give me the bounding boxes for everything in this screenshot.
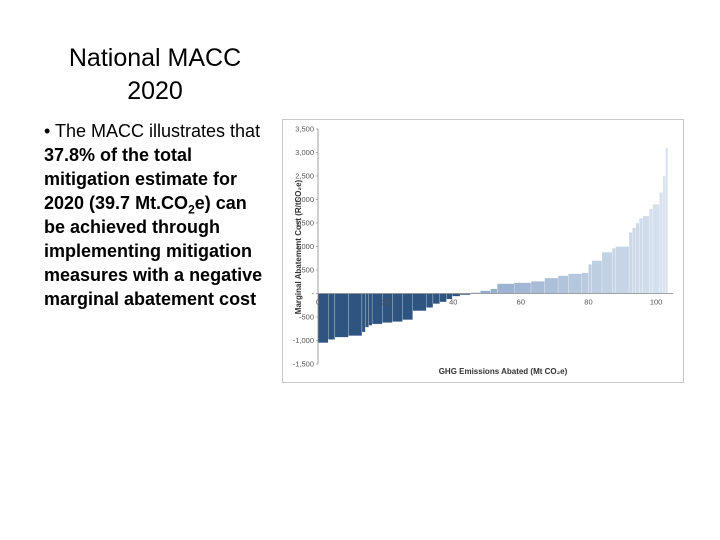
macc-bar-4	[361, 293, 366, 333]
macc-bar-37	[642, 215, 650, 294]
y-axis-ticks: 3,500 3,000 2,500 2,000 1,500 1,000 500 - -500 -1…	[293, 125, 318, 369]
macc-bar-29	[591, 260, 603, 294]
macc-chart-frame: 3,500 3,000 2,500 2,000 1,500 1,000 500 - -500 -1…	[282, 119, 684, 383]
macc-bar-13	[432, 293, 440, 304]
macc-bar-11	[412, 293, 427, 312]
macc-bar-27	[581, 272, 589, 294]
y-tick-label: 1,000	[295, 242, 314, 251]
y-tick-label: -500	[299, 313, 314, 322]
macc-bar-32	[615, 246, 630, 294]
macc-bar-30	[601, 252, 613, 294]
bullet-highlight-main: 37.8% of the total mitigation estimate f…	[44, 145, 238, 213]
slide-title: National MACC 2020	[40, 42, 270, 108]
macc-bar-39	[652, 204, 660, 294]
y-tick-label: 2,500	[295, 172, 314, 181]
x-tick-label: 20	[381, 298, 389, 307]
bullet-marker: •	[44, 121, 51, 141]
macc-bar-28	[588, 264, 592, 294]
slide-title-line2: 2020	[127, 77, 183, 105]
macc-bar-42	[665, 147, 669, 294]
y-tick-label: 3,500	[295, 125, 314, 134]
macc-bar-23	[530, 281, 545, 294]
macc-bar-3	[348, 293, 363, 336]
y-tick-label: 2,000	[295, 195, 314, 204]
macc-bar-38	[649, 208, 653, 294]
bullet-subscript: 2	[188, 202, 195, 217]
macc-bar-1	[328, 293, 336, 340]
macc-bar-16	[452, 293, 461, 297]
macc-bar-34	[632, 227, 636, 294]
x-axis-title: GHG Emissions Abated (Mt CO₂e)	[439, 367, 568, 376]
macc-bar-20	[490, 288, 498, 294]
macc-bar-26	[568, 273, 582, 294]
y-tick-label: -	[312, 289, 315, 298]
chart-bars	[317, 147, 669, 343]
x-axis-ticks: 0 20 40 60 80 100	[316, 298, 662, 307]
slide-title-line1: National MACC	[68, 44, 242, 72]
macc-bar-9	[392, 293, 403, 322]
x-tick-label: 60	[517, 298, 525, 307]
y-tick-label: 3,000	[295, 148, 314, 157]
macc-bar-33	[628, 232, 633, 294]
x-tick-label: 80	[584, 298, 592, 307]
bullet-text-highlight: 37.8% of the total mitigation estimate f…	[44, 145, 262, 309]
macc-bar-10	[402, 293, 413, 320]
macc-bar-22	[513, 282, 532, 294]
y-tick-label: -1,500	[293, 360, 314, 369]
macc-bar-19	[480, 290, 491, 294]
macc-bar-5	[365, 293, 369, 328]
macc-bar-12	[426, 293, 434, 308]
macc-bar-2	[334, 293, 349, 338]
macc-bar-14	[439, 293, 447, 303]
macc-bar-6	[368, 293, 373, 326]
macc-bar-35	[635, 222, 640, 294]
x-tick-label: 0	[316, 298, 320, 307]
macc-bar-24	[544, 277, 559, 294]
bullet-paragraph: • The MACC illustrates that 37.8% of the…	[44, 119, 269, 311]
macc-chart: 3,500 3,000 2,500 2,000 1,500 1,000 500 - -500 -1…	[293, 125, 673, 376]
y-tick-label: 1,500	[295, 219, 314, 228]
bullet-text-intro: The MACC illustrates that	[55, 121, 261, 141]
macc-bar-36	[639, 218, 643, 294]
x-tick-label: 40	[449, 298, 457, 307]
macc-bar-31	[612, 248, 616, 294]
y-tick-label: -1,000	[293, 336, 314, 345]
y-axis-title: Marginal Abatement Cost (R/tCO₂e)	[294, 179, 303, 314]
x-tick-label: 100	[650, 298, 663, 307]
macc-bar-25	[557, 275, 569, 294]
y-tick-label: 500	[301, 266, 314, 275]
bullet-highlight-end: e) can be achieved through implementing …	[44, 193, 263, 309]
macc-bar-21	[497, 283, 515, 294]
macc-bar-41	[662, 175, 666, 294]
macc-bar-40	[659, 192, 663, 294]
